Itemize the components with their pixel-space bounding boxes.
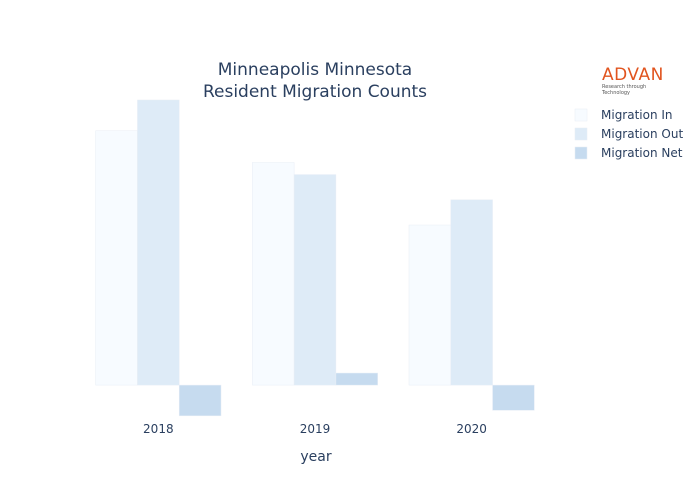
legend-label[interactable]: Migration Out [601,127,683,141]
chart-title: Minneapolis Minnesota [218,60,412,80]
logo-tagline: Research through Technology [602,84,647,96]
bar-migration-out-2018[interactable] [137,99,180,386]
bar-migration-net-2018[interactable] [178,384,222,417]
x-tick-label: 2020 [456,422,487,436]
x-ticks: 2018 2019 2020 [143,422,487,436]
legend-label[interactable]: Migration Net [601,146,683,160]
x-tick-label: 2018 [143,422,174,436]
bars-layer [95,99,535,417]
bar-migration-out-2019[interactable] [293,174,337,386]
advan-logo: ADVAN Research through Technology [602,66,672,96]
bar-migration-net-2019[interactable] [335,372,378,386]
legend-swatch[interactable] [574,108,588,122]
legend-label[interactable]: Migration In [601,108,673,122]
logo-wordmark: ADVAN [602,65,664,85]
bar-migration-net-2020[interactable] [492,384,535,411]
bar-migration-out-2020[interactable] [450,199,493,386]
legend-swatch[interactable] [574,146,588,160]
legend: Migration In Migration Out Migration Net [574,108,683,160]
x-axis-title: year [300,449,331,465]
legend-swatch[interactable] [574,127,588,141]
chart-subtitle: Resident Migration Counts [203,82,427,102]
bar-migration-in-2018[interactable] [95,130,138,386]
bar-migration-in-2020[interactable] [408,224,452,386]
bar-migration-in-2019[interactable] [252,162,295,386]
x-tick-label: 2019 [300,422,331,436]
